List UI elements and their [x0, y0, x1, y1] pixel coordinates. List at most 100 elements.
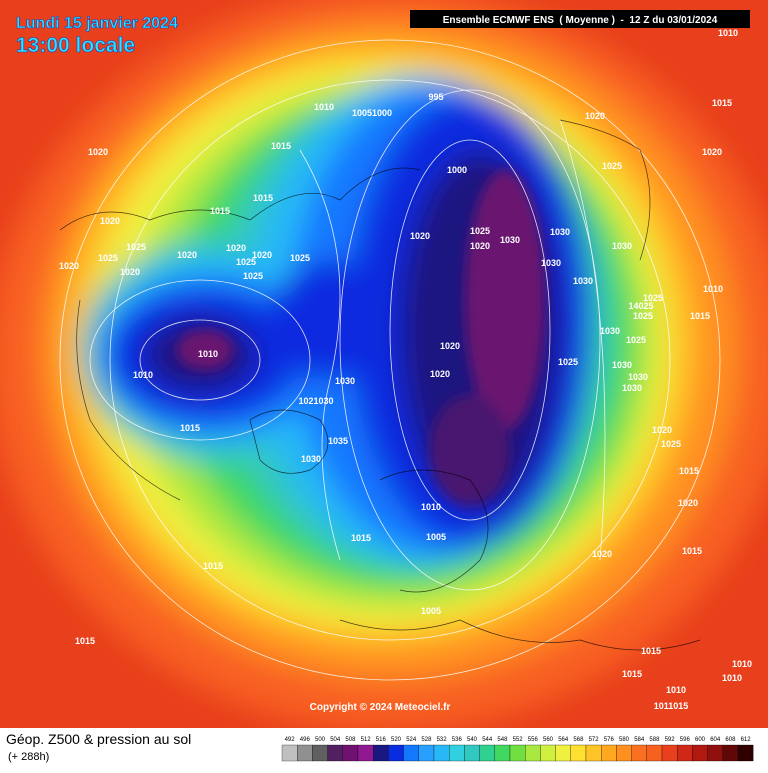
legend-label: 596 — [680, 737, 691, 743]
isobar-label: 1005 — [421, 606, 441, 616]
isobar-label: 1030 — [600, 326, 620, 336]
legend-swatch — [403, 744, 419, 762]
isobar-label: 1015 — [712, 98, 732, 108]
isobar-label: 1030 — [622, 383, 642, 393]
legend-label: 548 — [497, 737, 508, 743]
isobar-label: 1030 — [628, 372, 648, 382]
isobar-label: 1025 — [558, 357, 578, 367]
legend-label: 592 — [665, 737, 676, 743]
legend-label: 520 — [391, 737, 402, 743]
legend-swatch — [494, 744, 511, 762]
isobar-label: 1015 — [622, 669, 642, 679]
isobar-label: 1015 — [271, 141, 291, 151]
legend-label: 504 — [330, 737, 341, 743]
isobar-label: 1020 — [410, 231, 430, 241]
isobar-label: 1020 — [678, 498, 698, 508]
isobar-label: 1025 — [602, 161, 622, 171]
legend-swatch — [616, 744, 632, 762]
legend-label: 600 — [695, 737, 706, 743]
legend-label: 524 — [406, 737, 417, 743]
isobar-label: 1015 — [682, 546, 702, 556]
isobar-label: 1020 — [430, 369, 450, 379]
legend-swatch — [449, 744, 465, 762]
isobar-label: 1010 — [198, 349, 218, 359]
date: Lundi 15 janvier 2024 — [16, 15, 178, 32]
isobar-label: 1011015 — [654, 701, 689, 711]
legend-label: 560 — [543, 737, 554, 743]
model: Ensemble ECMWF ENS ( Moyenne ) - 12 Z du… — [443, 15, 718, 26]
legend: 492 496 500 504 508 512 516 520 524 528 532 536 540 5… — [281, 737, 754, 762]
legend-swatch — [661, 744, 678, 762]
isobar-label: 1025 — [626, 335, 646, 345]
isobar-label: 14025 — [628, 301, 653, 311]
isobar-label: 1010 — [666, 685, 686, 695]
legend-swatch — [555, 744, 571, 762]
legend-label: 544 — [482, 737, 493, 743]
legend-swatch — [509, 744, 526, 762]
legend-label: 552 — [513, 737, 524, 743]
time: 13:00 locale — [16, 34, 135, 57]
isobar-label: 1030 — [500, 235, 520, 245]
isobar-label: 1010 — [718, 28, 738, 38]
isobar-label: 1010 — [703, 284, 723, 294]
legend-swatch — [433, 744, 450, 762]
legend-label: 608 — [725, 737, 736, 743]
legend-label: 508 — [345, 737, 356, 743]
isobar-label: 1010 — [421, 502, 441, 512]
isobar-label: 1020 — [702, 147, 722, 157]
isobar-label: 1030 — [612, 360, 632, 370]
legend-label: 568 — [573, 737, 584, 743]
legend-swatch — [646, 744, 663, 762]
isobar-label: 1005 — [426, 532, 446, 542]
footer-lead: (+ 288h) — [8, 751, 49, 763]
isobar-label: 1020 — [100, 216, 120, 226]
legend-label: 564 — [558, 737, 569, 743]
isobar-label: 1020 — [88, 147, 108, 157]
isobar-label: 1025 — [633, 311, 653, 321]
isobar-label: 10051000 — [352, 108, 392, 118]
isobar-label: 1015 — [203, 561, 223, 571]
isobar-label: 1015 — [641, 646, 661, 656]
isobar-label: 1025 — [643, 293, 663, 303]
isobar-label: 1015 — [690, 311, 710, 321]
legend-label: 572 — [589, 737, 600, 743]
isobar-label: 1015 — [253, 193, 273, 203]
legend-label: 556 — [528, 737, 539, 743]
isobar-label: 1020 — [120, 267, 140, 277]
coastlines — [59, 119, 701, 651]
legend-swatch — [297, 744, 313, 762]
isobar-label: 1015 — [679, 466, 699, 476]
isobar-label: 1015 — [351, 533, 371, 543]
legend-label: 528 — [421, 737, 432, 743]
isobar-label: 1035 — [328, 436, 348, 446]
isobar-label: 1015 — [210, 206, 230, 216]
isobar-label: 1000 — [447, 165, 467, 175]
legend-swatch — [373, 744, 389, 762]
isobar-label: 1021030 — [298, 396, 333, 406]
footer-title: Géop. Z500 & pression au sol — [6, 731, 191, 747]
legend-label: 540 — [467, 737, 478, 743]
isobar-label: 1025 — [290, 253, 310, 263]
isobar-label: 1015 — [75, 636, 95, 646]
isobar-label: 1010 — [133, 370, 153, 380]
legend-swatch — [388, 744, 404, 762]
legend-swatch — [601, 744, 617, 762]
legend-label: 588 — [649, 737, 660, 743]
legend-swatch — [357, 744, 374, 762]
legend-swatch — [692, 744, 708, 762]
legend-label: 500 — [315, 737, 326, 743]
isobar-label: 1030 — [301, 454, 321, 464]
legend-label: 584 — [634, 737, 645, 743]
isobar-label: 1025 — [236, 257, 256, 267]
legend-swatch — [327, 744, 343, 762]
legend-swatch — [677, 744, 693, 762]
isobar-label: 1030 — [573, 276, 593, 286]
isobar-label: 1020 — [470, 241, 490, 251]
isobar-label: 1025 — [661, 439, 681, 449]
legend-swatch — [540, 744, 556, 762]
legend-swatch — [570, 744, 587, 762]
isobar-label: 1020 — [652, 425, 672, 435]
isobar-label: 1010 — [732, 659, 752, 669]
